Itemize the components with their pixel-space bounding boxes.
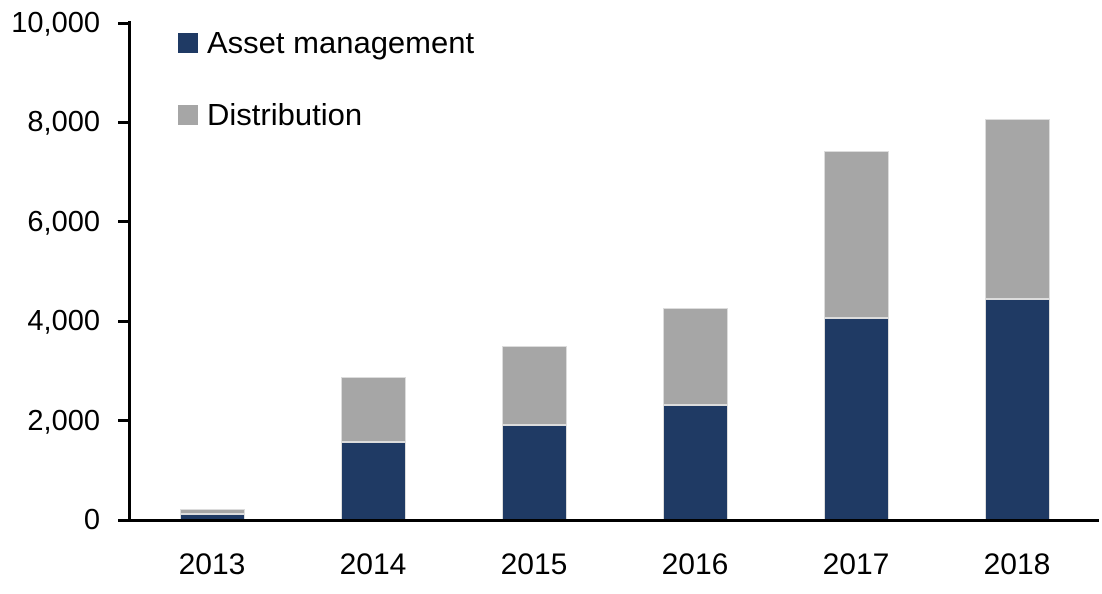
x-tick-label-2014: 2014	[339, 548, 407, 581]
y-tick-mark	[118, 21, 128, 25]
y-tick-mark	[118, 419, 128, 423]
bar-segment-2015-distribution	[501, 345, 567, 426]
bar-segment-2016-asset-management	[662, 404, 728, 520]
legend-label-distribution: Distribution	[207, 97, 363, 132]
y-tick-label: 4,000	[27, 305, 100, 338]
bar-segment-2018-asset-management	[984, 299, 1050, 520]
x-tick-label-2017: 2017	[822, 548, 890, 581]
x-axis-line	[128, 519, 1099, 522]
x-tick-label-2016: 2016	[661, 548, 729, 581]
y-tick-mark	[118, 518, 128, 522]
y-tick-label: 8,000	[27, 106, 100, 139]
y-axis-line	[128, 21, 131, 522]
legend-item-distribution: Distribution	[178, 98, 362, 132]
bar-segment-2015-asset-management	[501, 425, 567, 520]
y-tick-mark	[118, 319, 128, 323]
y-tick-mark	[118, 120, 128, 124]
y-tick-mark	[118, 220, 128, 224]
bar-segment-2017-asset-management	[823, 318, 889, 520]
legend-label-asset-management: Asset management	[207, 25, 475, 60]
y-tick-label: 6,000	[27, 205, 100, 238]
x-tick-label-2013: 2013	[178, 548, 246, 581]
x-tick-label-2018: 2018	[983, 548, 1051, 581]
bar-segment-2014-asset-management	[340, 442, 406, 520]
bar-segment-2016-distribution	[662, 308, 728, 405]
bar-segment-2014-distribution	[340, 377, 406, 443]
y-tick-label: 10,000	[11, 7, 100, 39]
y-tick-label: 0	[83, 504, 100, 536]
legend-swatch-asset-management	[178, 33, 198, 53]
bar-segment-2013-distribution	[179, 509, 245, 515]
legend-swatch-distribution	[178, 105, 198, 125]
bar-segment-2017-distribution	[823, 151, 889, 319]
y-tick-label: 2,000	[27, 404, 100, 437]
legend-item-asset-management: Asset management	[178, 26, 474, 60]
bar-segment-2018-distribution	[984, 119, 1050, 300]
x-tick-label-2015: 2015	[500, 548, 568, 581]
